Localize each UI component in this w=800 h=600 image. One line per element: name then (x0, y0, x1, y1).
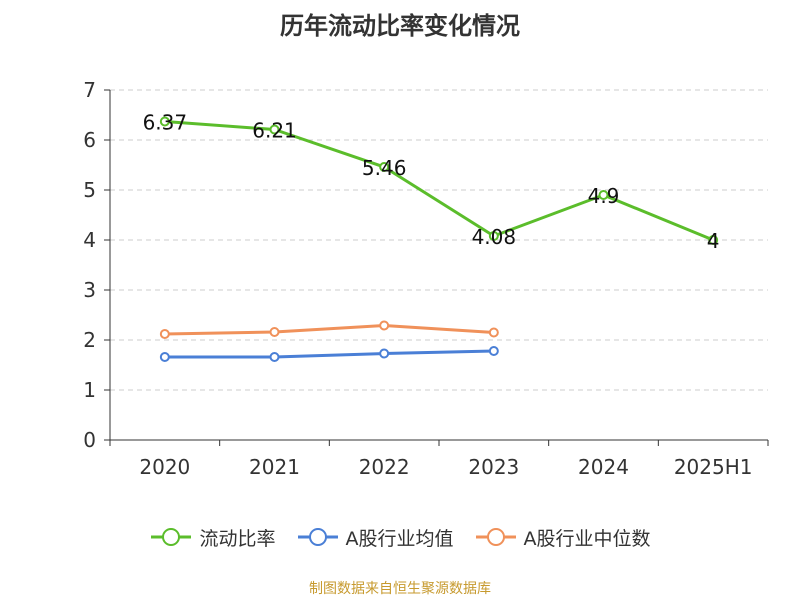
x-tick-label: 2021 (249, 455, 300, 479)
series-line (164, 120, 714, 242)
data-label: 6.21 (252, 119, 297, 143)
legend-label: A股行业中位数 (523, 527, 651, 550)
data-point (708, 235, 719, 245)
data-point (159, 116, 170, 127)
data-point (488, 346, 499, 356)
y-tick-label: 6 (83, 128, 96, 152)
x-tick-label: 2020 (139, 455, 190, 479)
data-point (598, 190, 609, 200)
x-tick-label: 2023 (468, 455, 519, 479)
data-label: 5.46 (362, 156, 407, 180)
x-tick-label: 2024 (578, 455, 629, 479)
x-tick-label: 2025H1 (674, 455, 753, 479)
y-tick-label: 5 (83, 178, 96, 202)
data-point (379, 162, 390, 172)
y-tick-label: 7 (83, 78, 96, 102)
plot-area: 0 1 2 3 4 5 6 7 2020 2021 2022 2023 2024 2025H1 6.37 6.… (83, 78, 769, 479)
y-tick-label: 1 (83, 378, 96, 402)
source-note: 制图数据来自恒生聚源数据库 (309, 581, 491, 597)
legend-marker-icon (475, 528, 516, 546)
series-line (164, 324, 494, 336)
data-point (159, 329, 170, 339)
series-line (164, 349, 494, 359)
legend-label: A股行业均值 (345, 527, 454, 550)
data-point (269, 124, 280, 135)
legend-label: 流动比率 (199, 527, 276, 550)
legend-item: A股行业中位数 (474, 524, 651, 551)
data-label: 4.9 (588, 184, 620, 208)
legend: 流动比率 A股行业均值 A股行业中位数 (0, 520, 800, 554)
data-label: 4.08 (472, 225, 517, 249)
legend-item: 流动比率 (149, 524, 276, 551)
y-tick-label: 4 (83, 228, 96, 252)
data-point (379, 348, 390, 359)
data-label: 6.37 (143, 111, 188, 135)
data-point (488, 327, 499, 338)
data-point (379, 320, 390, 331)
data-point (159, 352, 170, 362)
data-point (488, 231, 499, 241)
data-label: 4 (707, 229, 720, 253)
data-point (269, 327, 280, 337)
chart-title: 历年流动比率变化情况 (280, 12, 520, 40)
data-point (269, 352, 280, 362)
y-tick-label: 3 (83, 278, 96, 302)
legend-item: A股行业均值 (296, 524, 454, 551)
legend-marker-icon (151, 528, 192, 546)
y-tick-label: 0 (83, 428, 96, 452)
y-tick-label: 2 (83, 328, 96, 352)
x-tick-label: 2022 (359, 455, 410, 479)
legend-marker-icon (297, 528, 338, 546)
